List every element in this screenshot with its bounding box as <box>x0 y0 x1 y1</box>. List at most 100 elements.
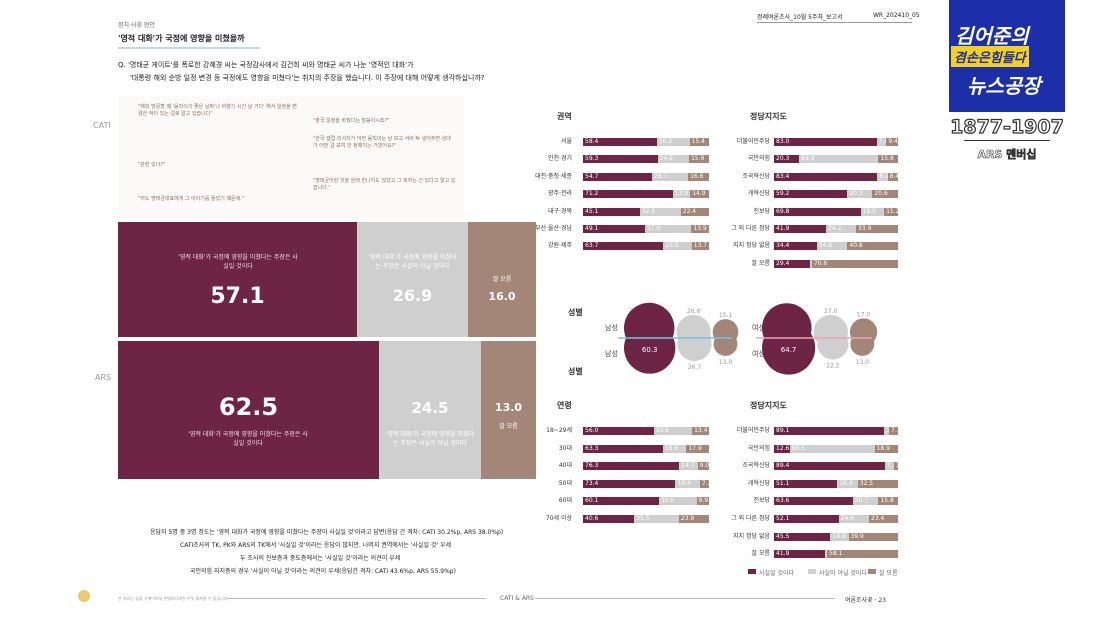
age-seg-unknown-4: 9.9 <box>696 497 709 506</box>
quote-2: "출국 일정을 바꿨다는 말씀이시죠?" <box>313 118 390 124</box>
party-cati-bar-6: 34.4 24.8 40.8 <box>774 242 898 251</box>
party-ars-bar-5: 52.1 24.6 23.4 <box>774 515 898 523</box>
party-ars-seg-true-7: 41.9 <box>774 550 826 559</box>
female-ars-bubble-true <box>762 321 816 375</box>
region-seg-true-5: 49.1 <box>583 225 645 233</box>
party-cati-seg-unknown-7: 70.6 <box>811 259 898 268</box>
summary-2: CATI조사의 TK, PK와 ARS의 TK에서 '사실일 것'이라는 응답이… <box>180 542 451 549</box>
party-ars-seg-unknown-5: 23.4 <box>869 515 898 523</box>
legend-swatch-false <box>808 569 816 574</box>
party-ars-seg-false-6: 14.6 <box>830 532 849 541</box>
title-underline <box>118 47 260 49</box>
region-seg-false-6: 22.5 <box>663 242 692 251</box>
region-seg-unknown-4: 22.4 <box>680 207 709 216</box>
party-cati-bar-5: 41.9 24.2 33.9 <box>774 225 898 233</box>
cati-true-block: '영적 대화'가 국정에 영향을 미쳤다는 주장은 사실일 것이다 57.1 <box>118 222 357 337</box>
female-label-ars: 여성 <box>752 350 765 358</box>
footer-rule-left <box>226 598 486 599</box>
party-ars-seg-false-4: 20.7 <box>852 497 879 506</box>
legend-swatch-unknown <box>868 569 876 574</box>
region-seg-unknown-2: 16.6 <box>688 172 709 181</box>
region-label-2: 대전·충청·세종 <box>535 172 572 180</box>
female-ars-bubble-unknown <box>850 332 875 356</box>
party-ars-bar-0: 89.13.87.1 <box>774 427 898 435</box>
quote-4: "관련 있나?" <box>138 162 166 168</box>
age-seg-unknown-5: 23.9 <box>678 515 709 523</box>
phone-number: 1877-1907 <box>950 115 1065 138</box>
party-ars-seg-unknown-4: 15.8 <box>878 497 898 506</box>
party-ars-label-3: 개혁신당 <box>747 479 770 487</box>
quote-1: "해외 방문할 때 '움직이기 좋은 날짜'나 비행기 시간 날 거다' 해서 … <box>138 104 297 117</box>
legend-unknown: 잘 모름 <box>879 570 898 577</box>
party-cati-seg-false-4: 19.0 <box>860 207 885 216</box>
ars-false-label: '영적 대화'가 국정에 영향을 미쳤다는 주장은 사실이 아닐 것이다 <box>385 431 475 447</box>
party-ars-seg-false-2: 7.3 <box>884 462 894 471</box>
cati-false-label: '영적 대화'가 국정에 영향을 미쳤다는 주장은 사실이 아닐 것이다 <box>368 254 457 270</box>
party-ars-bar-2: 89.47.33.3 <box>774 462 898 471</box>
party-ars-label-5: 그 외 다른 정당 <box>731 515 770 522</box>
region-seg-false-5: 37.0 <box>644 225 692 233</box>
footer-page: 여론조사꽃 · 23 <box>845 597 886 604</box>
age-label-0: 18~29세 <box>546 427 572 434</box>
region-label-5: 부산·울산·경남 <box>535 225 572 232</box>
age-seg-false-4: 30.0 <box>658 497 697 506</box>
cati-true-value: 57.1 <box>210 284 265 309</box>
party-cati-seg-true-7: 29.4 <box>774 259 810 268</box>
ars-false-block: 24.5 '영적 대화'가 국정에 영향을 미쳤다는 주장은 사실이 아닐 것이… <box>379 341 481 479</box>
question-line-1: Q. '명태균 게이트'를 폭로한 강혜경 씨는 국정감사에서 김건희 씨와 명… <box>118 61 414 69</box>
region-bar-2: 54.7 28.7 16.6 <box>583 172 709 181</box>
party-cati-label-7: 잘 모름 <box>751 259 770 267</box>
region-bar-1: 59.3 24.9 15.9 <box>583 155 709 164</box>
party-cati-bar-2: 83.4 8.2 8.4 <box>774 172 898 181</box>
male-ars-value-unknown: 13.0 <box>719 359 733 366</box>
party-cati-seg-unknown-0: 9.4 <box>886 138 898 146</box>
legend-swatch-true <box>748 569 756 574</box>
party-ars-seg-true-2: 89.4 <box>774 462 885 471</box>
party-cati-seg-false-6: 24.8 <box>816 242 848 251</box>
age-bar-2: 76.3 14.7 9.0 <box>583 462 709 471</box>
party-cati-bar-0: 83.07.69.4 <box>774 138 898 146</box>
age-bar-1: 63.3 18.8 17.9 <box>583 444 709 453</box>
show-title-3: 뉴스공장 <box>967 74 1041 98</box>
ars-unknown-value: 13.0 <box>494 401 523 414</box>
phone-rule <box>964 140 1050 141</box>
male-ars-bubble-unknown <box>713 332 738 356</box>
age-seg-true-2: 76.3 <box>583 462 680 471</box>
gender-title-top: 성별 <box>568 308 583 317</box>
cati-unknown-value: 16.0 <box>488 290 516 303</box>
party-ars-seg-unknown-2: 3.3 <box>893 462 898 471</box>
region-bar-5: 49.1 37.0 13.9 <box>583 225 709 233</box>
region-seg-true-0: 58.4 <box>583 138 657 146</box>
party-ars-seg-unknown-1: 18.9 <box>874 444 898 453</box>
region-seg-unknown-1: 15.9 <box>688 155 709 164</box>
party-ars-bar-1: 12.6 68.5 18.9 <box>774 444 898 453</box>
female-cati-value-false: 27.0 <box>824 308 838 315</box>
male-cati-value-unknown: 15.1 <box>719 312 733 319</box>
party-cati-label-2: 조국혁신당 <box>742 172 770 180</box>
age-bar-0: 56.0 30.6 13.4 <box>583 427 709 435</box>
header-rule <box>757 22 912 23</box>
male-ars-bubble-false <box>677 326 712 362</box>
female-ars-bubble-false <box>817 328 849 360</box>
male-label-cati: 남성 <box>605 324 618 332</box>
party-cati-bar-4: 69.8 19.0 11.2 <box>774 207 898 216</box>
party-ars-bar-7: 41.9 58.1 <box>774 550 898 559</box>
age-seg-unknown-3: 7.2 <box>699 479 709 488</box>
party-cati-seg-true-0: 83.0 <box>774 138 877 146</box>
party-ars-label-6: 지지 정당 없음 <box>733 532 770 540</box>
party-ars-seg-true-4: 63.6 <box>774 497 853 506</box>
region-seg-false-0: 26.2 <box>656 138 690 146</box>
party-ars-bar-6: 45.5 14.6 39.9 <box>774 532 898 541</box>
party-ars-seg-false-7 <box>825 550 828 559</box>
region-seg-true-2: 54.7 <box>583 172 652 181</box>
flower-logo-icon <box>78 590 90 602</box>
legend-true: 사실일 것이다 <box>759 570 795 577</box>
party-ars-seg-true-0: 89.1 <box>774 427 885 435</box>
female-ars-value-true: 64.7 <box>781 346 797 354</box>
age-bar-3: 73.419.47.2 <box>583 479 709 488</box>
region-seg-unknown-5: 13.9 <box>691 225 709 233</box>
party-cati-bar-7: 29.4 70.6 <box>774 259 898 268</box>
region-seg-false-2: 28.7 <box>651 172 689 181</box>
party-cati-label-1: 국민의힘 <box>747 155 770 163</box>
age-seg-true-5: 40.6 <box>583 515 635 523</box>
